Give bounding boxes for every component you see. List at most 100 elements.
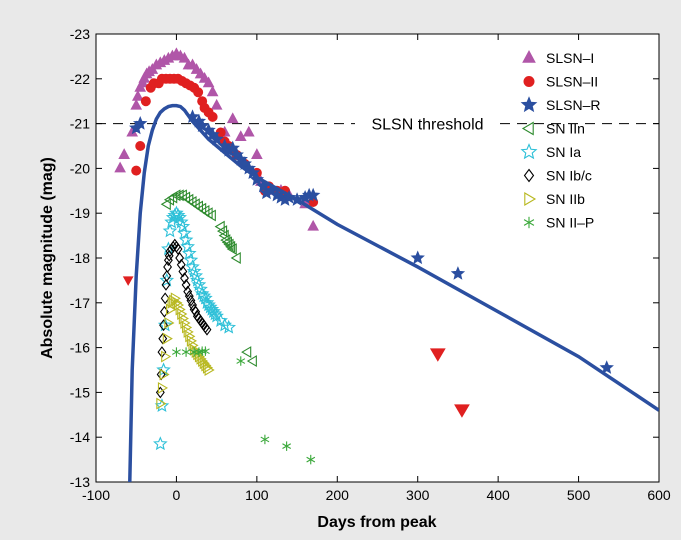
x-axis-title: Days from peak (317, 514, 436, 531)
legend-marker (521, 121, 534, 136)
data-point (180, 239, 195, 254)
data-point (182, 321, 193, 334)
data-point (230, 252, 241, 264)
data-point (282, 441, 292, 451)
data-point (198, 290, 213, 305)
data-point (159, 368, 170, 381)
data-point (186, 294, 196, 307)
data-point (207, 306, 223, 321)
data-point (202, 361, 214, 374)
data-point (201, 359, 212, 372)
legend-label: SN II–P (546, 215, 594, 231)
legend-label: SN Ib/c (546, 168, 592, 184)
legend-label: SN IIn (546, 121, 585, 137)
legend-marker (520, 96, 538, 113)
data-point (202, 323, 212, 336)
legend: SLSN–I SLSN–II SLSN–R SN IIn SN Ia SN Ib/c SN … (520, 50, 600, 231)
data-point (130, 98, 143, 110)
data-point (156, 368, 166, 381)
data-point (194, 350, 206, 363)
data-point (191, 305, 201, 318)
legend-item: SN II–P (523, 215, 594, 231)
data-point (185, 259, 200, 274)
data-point (161, 278, 171, 291)
data-point (118, 148, 130, 159)
data-point (226, 243, 237, 256)
data-point (191, 346, 202, 359)
data-point (410, 250, 425, 265)
y-tick-label: -17 (70, 295, 90, 311)
data-point (178, 51, 191, 63)
data-point (191, 277, 207, 292)
data-point (175, 303, 186, 316)
data-point (180, 316, 191, 329)
data-point (162, 270, 172, 282)
data-point (260, 434, 270, 445)
x-tick-label: 100 (245, 487, 269, 503)
data-point (223, 238, 234, 251)
data-point (306, 454, 316, 465)
legend-marker (523, 168, 535, 183)
series-sn-iib (156, 292, 215, 410)
data-point (133, 116, 148, 130)
legend-label: SLSN–II (546, 74, 598, 90)
legend-marker (523, 76, 535, 87)
data-point (183, 252, 199, 267)
data-point (196, 352, 207, 365)
data-point (181, 347, 191, 357)
data-point (135, 141, 146, 151)
data-point (188, 268, 204, 283)
data-point (165, 245, 175, 258)
legend-item: SN Ib/c (523, 168, 592, 184)
plot-area (95, 33, 660, 483)
y-tick-labels: -23 -22 -21 -20 -19 -18 -17 -16 -15 -14 -13 (70, 26, 90, 490)
y-axis-title: Absolute magnitude (mag) (39, 157, 56, 359)
data-point (154, 398, 170, 413)
data-point (251, 148, 263, 159)
data-point (183, 325, 194, 338)
y-tick-label: -16 (70, 340, 90, 356)
data-point (190, 272, 205, 287)
upper-limit-point (122, 276, 134, 286)
data-point (157, 381, 169, 394)
data-point (200, 346, 210, 356)
data-point (214, 220, 225, 233)
data-point (221, 236, 232, 249)
data-point (165, 303, 177, 316)
x-tick-label: 0 (173, 487, 181, 503)
x-tick-label: 500 (567, 487, 591, 503)
data-point (160, 198, 171, 211)
data-point (196, 288, 212, 303)
data-point (175, 218, 191, 233)
data-point (221, 319, 237, 334)
threshold-label: SLSN threshold (371, 117, 483, 134)
data-point (180, 272, 189, 285)
data-point (226, 112, 239, 124)
upper-limit-point (429, 348, 446, 362)
series-sn-iin (160, 189, 257, 368)
data-point (242, 125, 255, 137)
data-point (181, 245, 197, 260)
data-point (114, 161, 126, 173)
legend-item: SN IIb (524, 191, 585, 207)
y-tick-label: -20 (70, 160, 90, 176)
data-point (162, 332, 173, 345)
data-point (193, 87, 204, 98)
data-point (173, 243, 183, 255)
legend-item: SN IIn (521, 121, 585, 137)
y-tick-label: -15 (70, 384, 90, 400)
data-point (205, 209, 216, 222)
data-point (160, 292, 170, 305)
y-tick-label: -23 (70, 26, 90, 42)
data-point (450, 266, 466, 280)
series-slsn-i (114, 47, 319, 231)
data-point (156, 397, 167, 410)
data-point (185, 330, 196, 343)
legend-label: SN IIb (546, 191, 585, 207)
data-point (172, 347, 181, 357)
data-point (162, 223, 178, 238)
data-point (225, 240, 236, 253)
data-point (220, 234, 231, 247)
legend-item: SLSN–II (523, 74, 598, 90)
